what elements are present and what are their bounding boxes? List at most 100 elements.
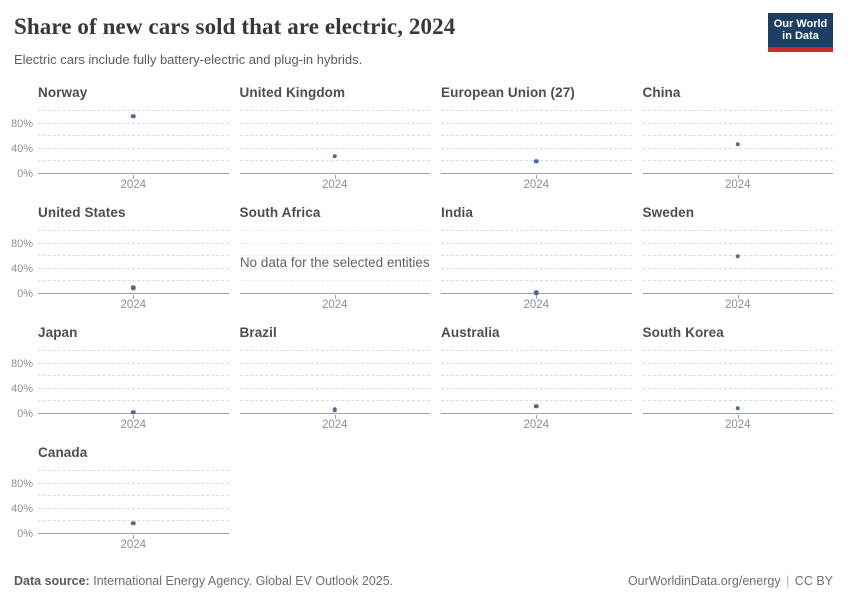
facet-european-union-27: European Union (27) 2024 xyxy=(441,84,632,204)
gridline-60 xyxy=(441,375,632,377)
plot-area xyxy=(239,230,430,299)
gridline-20 xyxy=(441,280,632,282)
chart-header: Share of new cars sold that are electric… xyxy=(0,0,850,84)
data-point-china[interactable] xyxy=(735,142,740,147)
facet-title: South Korea xyxy=(642,325,724,340)
page-subtitle: Electric cars include fully battery-elec… xyxy=(14,52,363,67)
facet-title: Australia xyxy=(441,325,500,340)
page-title: Share of new cars sold that are electric… xyxy=(14,14,456,39)
y-tick-label-0: 0% xyxy=(17,408,33,420)
x-tick-label: 2024 xyxy=(523,179,550,191)
y-tick-label-40: 40% xyxy=(10,502,33,515)
gridline-40 xyxy=(642,387,833,389)
x-axis-line xyxy=(441,413,632,414)
gridline-20 xyxy=(38,280,229,282)
x-axis-line xyxy=(642,293,833,294)
gridline-60 xyxy=(38,135,229,137)
gridline-40 xyxy=(239,147,430,149)
plot-area: 0% 40% 80% xyxy=(11,110,229,180)
facet-canada: Canada 0% 40% 80% 2024 xyxy=(11,444,229,564)
gridline-80 xyxy=(38,362,229,364)
owid-logo[interactable]: Our World in Data xyxy=(768,13,833,52)
gridline-40 xyxy=(441,267,632,269)
data-point-united-kingdom[interactable] xyxy=(332,154,337,159)
facet-title: European Union (27) xyxy=(441,85,575,100)
gridline-80 xyxy=(642,122,833,124)
gridline-80 xyxy=(642,362,833,364)
footer-separator: | xyxy=(786,574,790,588)
gridline-100 xyxy=(239,350,430,351)
y-tick-label-40: 40% xyxy=(10,262,33,275)
gridline-100 xyxy=(441,230,632,231)
data-point-sweden[interactable] xyxy=(735,253,740,259)
data-point-india[interactable] xyxy=(534,290,539,295)
data-point-european-union-27[interactable] xyxy=(534,159,539,164)
data-point-australia[interactable] xyxy=(534,404,539,409)
gridline-100 xyxy=(441,110,632,111)
gridline-80 xyxy=(441,242,632,244)
gridline-100 xyxy=(239,230,430,231)
facet-title: Canada xyxy=(38,445,88,460)
gridline-20 xyxy=(38,160,229,162)
x-tick-label: 2024 xyxy=(321,179,348,191)
data-point-canada[interactable] xyxy=(131,521,136,526)
x-axis-tick xyxy=(133,175,135,179)
x-axis-tick xyxy=(536,415,538,419)
facet-title: Sweden xyxy=(642,205,695,220)
x-axis-tick xyxy=(737,415,739,419)
x-axis-tick xyxy=(334,415,336,419)
facet-title: Japan xyxy=(38,325,78,340)
x-axis-tick xyxy=(536,295,538,299)
license-link[interactable]: CC BY xyxy=(794,574,833,588)
x-tick-label: 2024 xyxy=(724,299,751,311)
data-source-label: Data source: xyxy=(14,574,90,588)
gridline-100 xyxy=(642,350,833,351)
data-point-south-korea[interactable] xyxy=(735,406,740,411)
chart-footer: Data source: International Energy Agency… xyxy=(14,573,833,589)
plot-area xyxy=(441,110,632,179)
gridline-100 xyxy=(38,110,229,111)
data-point-united-states[interactable] xyxy=(131,285,136,290)
plot-area: 0% 40% 80% xyxy=(11,470,229,540)
plot-area xyxy=(239,110,430,179)
y-tick-label-80: 80% xyxy=(10,237,33,250)
owid-url-link[interactable]: OurWorldinData.org/energy xyxy=(627,574,781,588)
gridline-20 xyxy=(642,280,833,282)
facet-title: China xyxy=(642,85,681,100)
gridline-100 xyxy=(441,350,632,351)
gridline-60 xyxy=(642,135,833,137)
x-axis-tick xyxy=(133,535,135,539)
facet-japan: Japan 0% 40% 80% 2024 xyxy=(11,324,229,444)
gridline-80 xyxy=(441,122,632,124)
x-axis-line xyxy=(38,533,229,534)
gridline-40 xyxy=(38,147,229,149)
plot-area xyxy=(239,350,430,419)
gridline-20 xyxy=(239,280,430,282)
gridline-40 xyxy=(441,147,632,149)
x-tick-label: 2024 xyxy=(523,299,550,311)
gridline-80 xyxy=(239,362,430,364)
gridline-40 xyxy=(38,507,229,509)
data-point-norway[interactable] xyxy=(131,113,136,119)
x-axis-line xyxy=(642,413,833,414)
data-source-note: Data source: International Energy Agency… xyxy=(14,574,393,588)
data-point-japan[interactable] xyxy=(131,409,136,415)
gridline-60 xyxy=(441,135,632,137)
gridline-100 xyxy=(642,230,833,231)
data-point-brazil[interactable] xyxy=(332,407,337,412)
gridline-80 xyxy=(38,482,229,484)
plot-area xyxy=(642,350,833,419)
facet-china: China 2024 xyxy=(642,84,833,204)
x-axis-line xyxy=(38,293,229,294)
owid-logo-line1: Our World xyxy=(773,17,828,30)
y-tick-label-80: 80% xyxy=(10,477,33,490)
y-tick-label-0: 0% xyxy=(17,288,33,300)
gridline-80 xyxy=(239,242,430,244)
x-tick-label: 2024 xyxy=(724,419,751,431)
x-axis-line xyxy=(642,173,833,174)
x-tick-label: 2024 xyxy=(120,179,147,191)
y-tick-label-40: 40% xyxy=(10,142,33,155)
gridline-20 xyxy=(239,400,430,402)
x-axis-line xyxy=(239,293,430,294)
gridline-100 xyxy=(239,110,430,111)
